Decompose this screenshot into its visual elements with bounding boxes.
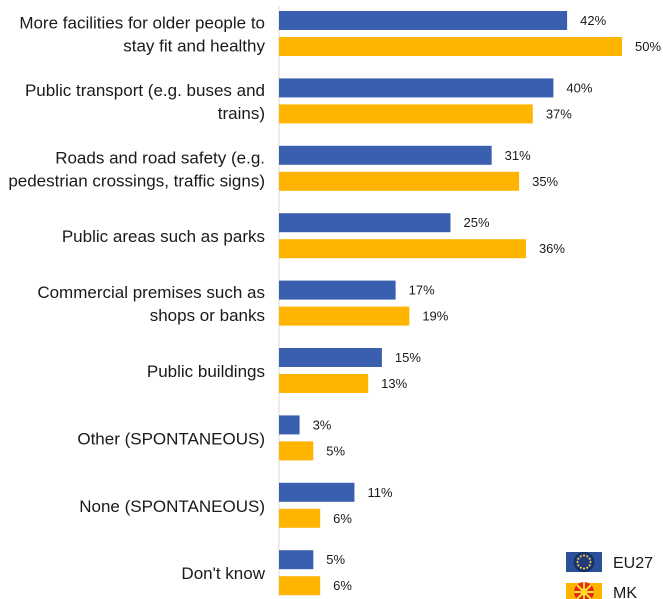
mk-flag-icon (566, 582, 602, 599)
bar-mk (279, 37, 622, 56)
eu-star (579, 566, 582, 569)
bar-eu27 (279, 78, 554, 98)
category-label: Commercial premises such as (37, 283, 265, 302)
value-label-eu27: 31% (505, 148, 531, 163)
category-label: More facilities for older people to (19, 14, 265, 33)
value-label-mk: 37% (546, 106, 572, 121)
bar-mk (279, 104, 533, 124)
bars (279, 11, 622, 596)
category-label: Public buildings (147, 362, 265, 381)
legend-item-mk: MK (566, 582, 637, 599)
bar-eu27 (279, 550, 314, 570)
value-labels: 42% 50% 40% 37% 31%35% 25% 36% 17% 19% 15% 13% 3% 5%… (313, 13, 662, 593)
eu-star (577, 564, 580, 567)
bar-mk (279, 576, 321, 596)
category-label: shops or banks (150, 306, 265, 325)
bar-mk (279, 508, 321, 528)
eu-star (588, 564, 591, 567)
category-label: None (SPONTANEOUS) (79, 497, 265, 516)
eu-flag-icon (566, 552, 602, 572)
value-label-eu27: 15% (395, 350, 421, 365)
category-label: Other (SPONTANEOUS) (77, 429, 265, 448)
category-label: pedestrian crossings, traffic signs) (8, 171, 265, 190)
value-label-mk: 5% (326, 443, 345, 458)
value-label-mk: 6% (333, 578, 352, 593)
eu-star (583, 554, 585, 557)
bar-eu27 (279, 213, 451, 233)
eu-star (583, 567, 585, 570)
bar-eu27 (279, 348, 382, 367)
eu-star (586, 555, 589, 558)
bar-eu27 (279, 145, 492, 165)
value-label-eu27: 3% (313, 417, 332, 432)
eu-star (588, 557, 591, 560)
eu-star (589, 561, 592, 563)
category-label: stay fit and healthy (123, 37, 265, 56)
bar-eu27 (279, 11, 568, 30)
category-label: trains) (218, 104, 265, 123)
legend-item-eu27: EU27 (566, 552, 653, 572)
value-label-eu27: 5% (326, 552, 345, 567)
bar-mk (279, 239, 526, 259)
value-label-eu27: 25% (464, 215, 490, 230)
value-label-mk: 6% (333, 511, 352, 526)
bar-mk (279, 171, 520, 191)
category-label: Don't know (181, 564, 265, 583)
eu-star (576, 561, 579, 563)
legend-label-mk: MK (613, 585, 637, 599)
value-label-eu27: 40% (566, 80, 592, 95)
legend: EU27 MK (566, 552, 653, 599)
bar-eu27 (279, 280, 396, 300)
bar-mk (279, 306, 410, 326)
category-label: Roads and road safety (e.g. (55, 148, 265, 167)
eu-star (577, 557, 580, 560)
category-label: Public areas such as parks (62, 227, 265, 246)
bar-eu27 (279, 482, 355, 502)
legend-label-eu27: EU27 (613, 555, 653, 572)
value-label-mk: 50% (635, 39, 661, 54)
value-label-eu27: 11% (367, 485, 392, 500)
value-label-eu27: 42% (580, 13, 606, 28)
eu-star (579, 555, 582, 558)
value-label-mk: 36% (539, 241, 565, 256)
value-label-mk: 35% (532, 174, 558, 189)
eu-star (586, 566, 589, 569)
bar-mk (279, 374, 369, 393)
value-label-eu27: 17% (409, 283, 435, 298)
bar-eu27 (279, 415, 300, 435)
value-label-mk: 19% (422, 309, 448, 324)
category-labels: More facilities for older people to stay … (8, 14, 265, 584)
bar-mk (279, 441, 314, 461)
value-label-mk: 13% (381, 376, 407, 391)
category-label: Public transport (e.g. buses and (25, 81, 265, 100)
